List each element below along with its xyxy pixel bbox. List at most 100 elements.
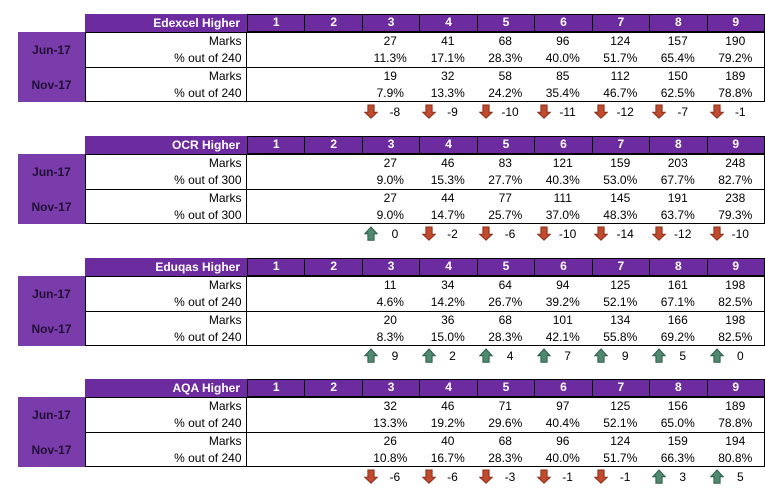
marks-cell	[247, 398, 305, 415]
marks-cell: 85	[556, 68, 570, 83]
change-value: -1	[619, 469, 631, 484]
marks-cell: 32	[383, 399, 397, 414]
marks-cell	[247, 155, 305, 172]
marks-cell: 96	[556, 433, 570, 448]
change-value: -1	[562, 469, 573, 484]
change-cell	[247, 224, 305, 243]
row-values: 4.6% 14.2% 26.7% 39.2% 52.1% 67.1% 82.5%	[247, 294, 765, 311]
change-value: -6	[447, 469, 458, 484]
table-row: Marks 27 44 77 111 145 191 238	[86, 189, 764, 207]
arrow-down-icon	[421, 226, 436, 241]
marks-cell: 19	[383, 68, 397, 83]
percent-cell: 40.0%	[545, 450, 580, 465]
marks-cell	[304, 277, 362, 294]
change-cell: 0	[708, 346, 765, 365]
change-cell: -3	[477, 467, 535, 486]
table-row: Marks 27 41 68 96 124 157 190	[86, 33, 764, 50]
grade-column-header: 5	[476, 15, 534, 31]
percent-cell: 25.7%	[488, 207, 523, 222]
marks-cell: 96	[556, 34, 570, 49]
percent-row-label: % out of 240	[86, 293, 247, 311]
table-row: Marks 26 40 68 96 124 159 194	[86, 432, 764, 450]
percent-cell: 65.4%	[660, 51, 695, 66]
percent-cell: 39.2%	[545, 295, 580, 310]
marks-cell: 203	[667, 156, 688, 171]
change-cell: -6	[477, 224, 535, 243]
percent-cell	[247, 50, 305, 67]
marks-cell	[304, 190, 362, 207]
grade-column-header: 8	[649, 380, 706, 396]
marks-cell: 166	[667, 312, 688, 327]
percent-row-label: % out of 240	[86, 414, 247, 432]
percent-cell: 55.8%	[603, 329, 638, 344]
grade-column-header: 6	[534, 380, 591, 396]
marks-cell: 125	[610, 278, 631, 293]
marks-cell: 44	[441, 190, 455, 205]
marks-cell	[304, 68, 362, 85]
session-label-nov: Nov-17	[31, 442, 72, 457]
marks-cell: 156	[667, 399, 688, 414]
table-title: Edexcel Higher	[85, 14, 247, 32]
percent-cell: 65.0%	[660, 416, 695, 431]
change-cell: 0	[362, 224, 420, 243]
percent-cell: 28.3%	[488, 450, 523, 465]
marks-cell: 248	[725, 156, 746, 171]
marks-cell: 191	[667, 190, 688, 205]
percent-cell: 40.4%	[545, 416, 580, 431]
grade-column-header: 9	[706, 380, 764, 396]
percent-cell	[304, 84, 362, 101]
grade-column-header: 7	[591, 259, 649, 275]
percent-cell: 17.1%	[430, 51, 465, 66]
arrow-down-icon	[364, 104, 379, 119]
session-label-nov: Nov-17	[31, 77, 72, 92]
table-body: Marks 27 46 83 121 159 203 248 % out of 300 9.0% 1…	[85, 154, 765, 224]
percent-cell: 10.8%	[373, 450, 408, 465]
percent-cell: 82.5%	[718, 295, 753, 310]
grade-column-header: 4	[419, 15, 476, 31]
arrow-up-icon	[364, 226, 379, 241]
percent-cell: 69.2%	[660, 329, 695, 344]
grade-column-header: 6	[534, 259, 591, 275]
percent-cell	[247, 206, 305, 223]
percent-cell: 53.0%	[603, 173, 638, 188]
grade-column-header: 9	[706, 259, 764, 275]
marks-cell: 101	[552, 312, 573, 327]
percent-cell: 29.6%	[488, 416, 523, 431]
change-value: 4	[506, 348, 514, 363]
percent-cell: 4.6%	[376, 295, 404, 310]
arrow-down-icon	[536, 104, 551, 119]
change-value: 9	[391, 348, 399, 363]
grade-column-header: 4	[419, 259, 476, 275]
change-value: -9	[447, 104, 458, 119]
row-values: 27 46 83 121 159 203 248	[247, 155, 765, 172]
percent-cell: 26.7%	[488, 295, 523, 310]
table-row: Marks 20 36 68 101 134 166 198	[86, 311, 765, 329]
percent-cell: 8.3%	[376, 329, 404, 344]
table-body: Marks 11 34 64 94 125 161 198 % out of 240 4.6% 14…	[85, 276, 765, 346]
marks-cell: 68	[498, 34, 512, 49]
change-cell: 2	[420, 346, 478, 365]
session-label-jun: Jun-17	[32, 164, 71, 179]
percent-cell: 79.2%	[718, 51, 753, 66]
marks-cell: 27	[383, 190, 397, 205]
change-value: 0	[391, 226, 399, 241]
table-body: Marks 32 46 71 97 125 156 189% out of 240 13.3% 1…	[85, 397, 765, 467]
row-values: 20 36 68 101 134 166 198	[247, 312, 765, 329]
marks-cell: 77	[498, 190, 512, 205]
grade-column-header: 1	[272, 137, 280, 151]
arrow-up-icon	[364, 348, 379, 363]
percent-cell	[247, 328, 305, 345]
percent-row-label: % out of 300	[86, 206, 247, 223]
marks-cell: 97	[556, 399, 570, 414]
marks-cell: 27	[383, 156, 397, 171]
percent-cell: 62.5%	[660, 85, 695, 100]
change-value: -6	[504, 226, 516, 241]
session-label-column: Jun-17 Nov-17	[18, 276, 85, 346]
change-value: -14	[616, 226, 634, 241]
marks-row-label: Marks	[86, 67, 247, 85]
change-cell: 7	[535, 346, 593, 365]
